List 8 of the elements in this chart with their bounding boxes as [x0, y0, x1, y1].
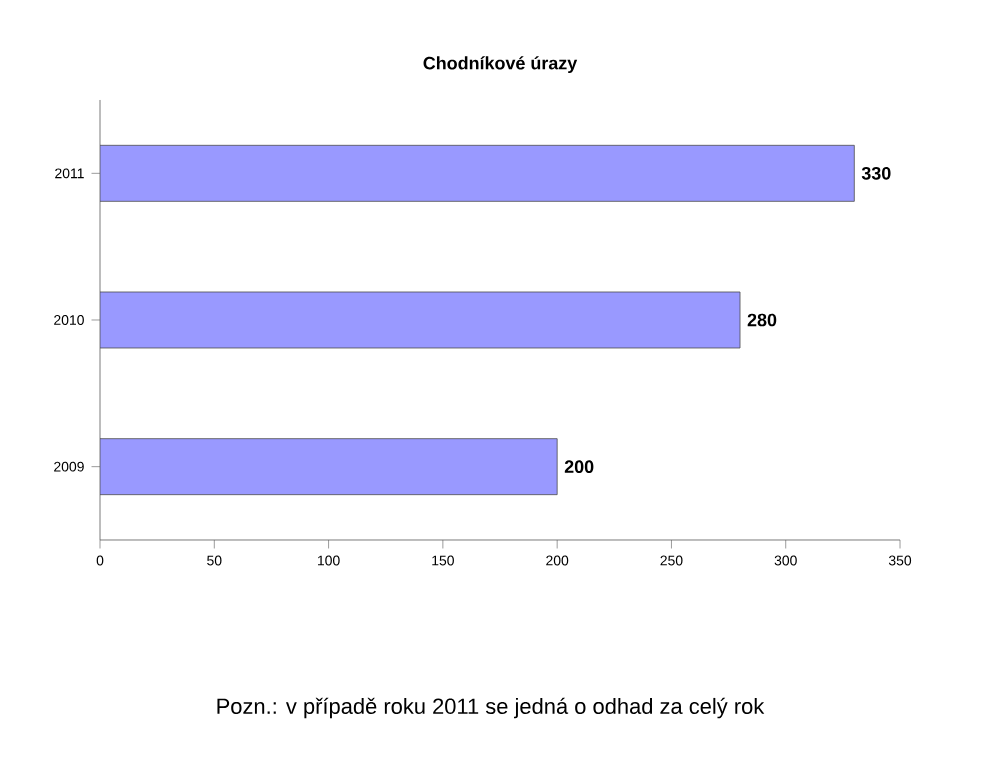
bar	[100, 438, 558, 496]
data-label: 280	[747, 313, 777, 327]
chart-title: Chodníkové úrazy	[423, 56, 578, 73]
bar	[100, 144, 855, 202]
data-label: 330	[861, 166, 891, 180]
data-label: 200	[564, 460, 594, 474]
text: Pozn.: v případě roku 2011 se jedná o odhad za celý rok	[217, 697, 765, 719]
bar	[100, 291, 741, 349]
